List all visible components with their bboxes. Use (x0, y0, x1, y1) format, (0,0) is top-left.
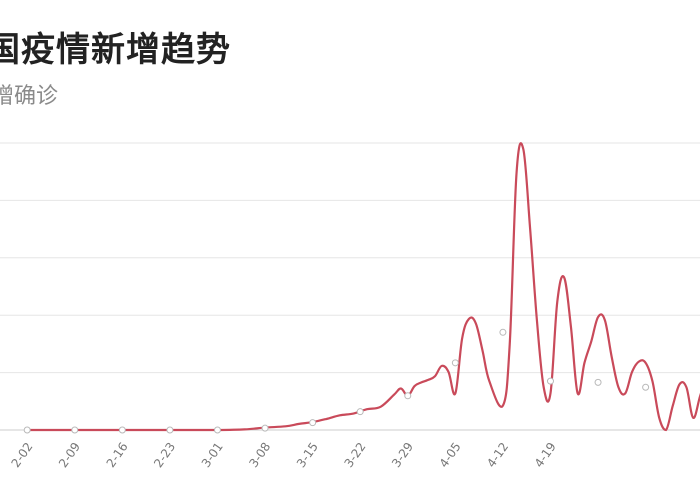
data-point-11 (546, 377, 554, 385)
data-point-2 (118, 426, 126, 434)
x-tick-label-1: 2-09 (56, 440, 83, 470)
chart-title: 国疫情新增趋势 (0, 30, 231, 70)
x-tick-label-6: 3-15 (294, 440, 321, 470)
x-tick-label-8: 3-29 (389, 440, 416, 470)
series-line (27, 142, 700, 432)
data-point-6 (309, 419, 317, 427)
series-markers (23, 328, 650, 434)
x-tick-label-2: 2-16 (104, 440, 131, 470)
x-tick-label-7: 3-22 (341, 440, 368, 470)
x-tick-label-11: 4-19 (532, 440, 559, 470)
x-tick-labels: 2-02 2-09 2-16 2-23 3-01 3-08 3-15 3-22 3-29 4-05… (8, 440, 558, 470)
data-point-7 (356, 408, 364, 416)
x-tick-label-0: 2-02 (8, 440, 35, 470)
x-tick-label-9: 4-05 (437, 440, 464, 470)
grid-lines (0, 142, 700, 431)
data-point-13 (642, 383, 650, 391)
data-point-5 (261, 424, 269, 432)
x-tick-label-10: 4-12 (484, 440, 511, 470)
data-point-9 (451, 359, 459, 367)
chart-subtitle: 增确诊 (0, 84, 59, 109)
data-point-10 (499, 328, 507, 336)
data-point-8 (404, 392, 412, 400)
data-point-4 (213, 426, 221, 434)
x-tick-label-5: 3-08 (246, 440, 273, 470)
data-point-3 (166, 426, 174, 434)
x-tick-label-4: 3-01 (199, 440, 226, 470)
data-point-0 (23, 426, 31, 434)
data-point-12 (594, 378, 602, 386)
x-tick-label-3: 2-23 (151, 440, 178, 470)
data-point-1 (71, 426, 79, 434)
